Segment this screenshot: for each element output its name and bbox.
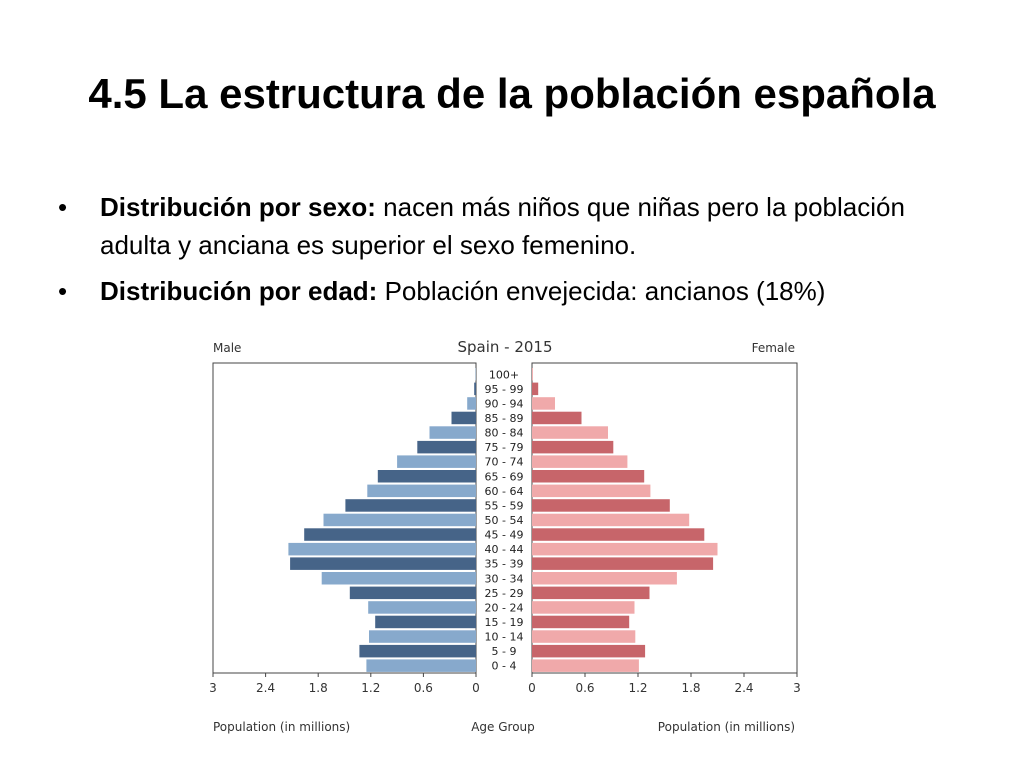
male-bar xyxy=(375,615,476,629)
x-tick-label: 3 xyxy=(209,681,217,695)
male-bar xyxy=(429,426,476,439)
female-bar xyxy=(532,499,670,512)
female-bar xyxy=(532,397,555,410)
chart-title: Spain - 2015 xyxy=(457,338,552,356)
male-bar xyxy=(369,630,476,643)
male-bar xyxy=(467,397,476,410)
age-group-label: 90 - 94 xyxy=(485,397,524,410)
age-group-label: 50 - 54 xyxy=(485,514,524,527)
female-bar xyxy=(532,542,718,556)
age-group-label: 95 - 99 xyxy=(485,383,524,396)
age-group-label: 10 - 14 xyxy=(485,631,524,644)
female-bar xyxy=(532,659,639,672)
female-bar xyxy=(532,644,646,658)
female-bar xyxy=(532,586,650,600)
female-bar xyxy=(532,572,677,585)
male-bar xyxy=(323,513,476,527)
x-tick-label: 1.8 xyxy=(681,681,700,695)
age-group-label: 75 - 79 xyxy=(485,441,524,454)
x-tick-label: 0.6 xyxy=(414,681,433,695)
bullet-dot-icon: • xyxy=(58,276,68,306)
age-group-label: 5 - 9 xyxy=(492,645,517,658)
female-label: Female xyxy=(752,341,795,355)
age-group-label: 60 - 64 xyxy=(485,485,524,498)
age-group-label: 30 - 34 xyxy=(485,572,524,585)
male-bar xyxy=(288,542,476,556)
age-group-label: 45 - 49 xyxy=(485,529,524,542)
female-bar xyxy=(532,557,714,570)
male-bar xyxy=(290,557,476,570)
x-axis-label-right: Population (in millions) xyxy=(658,720,795,734)
female-bar xyxy=(532,368,533,381)
bullet-heading: Distribución por edad: xyxy=(100,276,378,306)
female-bar xyxy=(532,484,651,498)
male-bar xyxy=(349,586,476,600)
male-bar xyxy=(345,499,476,512)
bullet-item: • Distribución por sexo: nacen más niños… xyxy=(58,188,968,264)
female-bar xyxy=(532,630,636,643)
age-group-label: 0 - 4 xyxy=(492,660,517,673)
female-bar xyxy=(532,440,614,454)
slide-title: 4.5 La estructura de la población españo… xyxy=(88,70,936,117)
x-tick-label: 2.4 xyxy=(734,681,753,695)
male-bar xyxy=(451,411,476,425)
age-group-label: 25 - 29 xyxy=(485,587,524,600)
age-group-label: 20 - 24 xyxy=(485,601,524,614)
bullet-dot-icon: • xyxy=(58,192,68,222)
age-group-label: 35 - 39 xyxy=(485,558,524,571)
bullet-text: Población envejecida: ancianos (18%) xyxy=(377,276,826,306)
x-tick-label: 3 xyxy=(793,681,801,695)
bullet-text: nacen más niños que niñas pero la poblac… xyxy=(100,192,905,260)
bullet-heading: Distribución por sexo: xyxy=(100,192,376,222)
x-tick-label: 0 xyxy=(472,681,480,695)
x-axis-label-center: Age Group xyxy=(471,720,535,734)
male-label: Male xyxy=(213,341,241,355)
male-bar xyxy=(304,528,476,541)
female-bar xyxy=(532,615,630,629)
bullet-list: • Distribución por sexo: nacen más niños… xyxy=(58,188,968,318)
female-bar xyxy=(532,528,705,541)
x-tick-label: 2.4 xyxy=(256,681,275,695)
age-group-label: 40 - 44 xyxy=(485,543,524,556)
age-group-label: 15 - 19 xyxy=(485,616,524,629)
bullet-item: • Distribución por edad: Población envej… xyxy=(58,272,968,310)
female-bar xyxy=(532,426,608,439)
ticks-group: 3 2.4 1.8 1.2 0.6 0 0 0.6 1.2 1.8 2.4 3 xyxy=(209,673,801,695)
x-axis-label-left: Population (in millions) xyxy=(213,720,350,734)
female-bar xyxy=(532,601,635,614)
male-bar xyxy=(474,382,476,396)
female-bar xyxy=(532,411,582,425)
population-pyramid-chart: Male Spain - 2015 Female 100+ 95 - 99 90 -… xyxy=(205,333,805,738)
male-bar xyxy=(321,572,476,585)
female-bar xyxy=(532,513,690,527)
x-tick-label: 0 xyxy=(528,681,536,695)
male-bar xyxy=(367,484,476,498)
age-group-label: 85 - 89 xyxy=(485,412,524,425)
female-bar xyxy=(532,455,628,468)
male-bar xyxy=(397,455,476,468)
x-tick-label: 1.2 xyxy=(628,681,647,695)
x-tick-label: 1.8 xyxy=(309,681,328,695)
age-group-label: 70 - 74 xyxy=(485,456,524,469)
age-group-label: 100+ xyxy=(489,368,519,381)
age-group-label: 55 - 59 xyxy=(485,499,524,512)
male-bar xyxy=(377,470,476,483)
age-group-label: 65 - 69 xyxy=(485,470,524,483)
male-bar xyxy=(359,644,476,658)
male-bar xyxy=(417,440,476,454)
male-bar xyxy=(368,601,476,614)
x-tick-label: 0.6 xyxy=(575,681,594,695)
x-tick-label: 1.2 xyxy=(361,681,380,695)
male-bar xyxy=(366,659,476,672)
age-group-label: 80 - 84 xyxy=(485,427,524,440)
female-bar xyxy=(532,382,539,396)
female-bar xyxy=(532,470,645,483)
